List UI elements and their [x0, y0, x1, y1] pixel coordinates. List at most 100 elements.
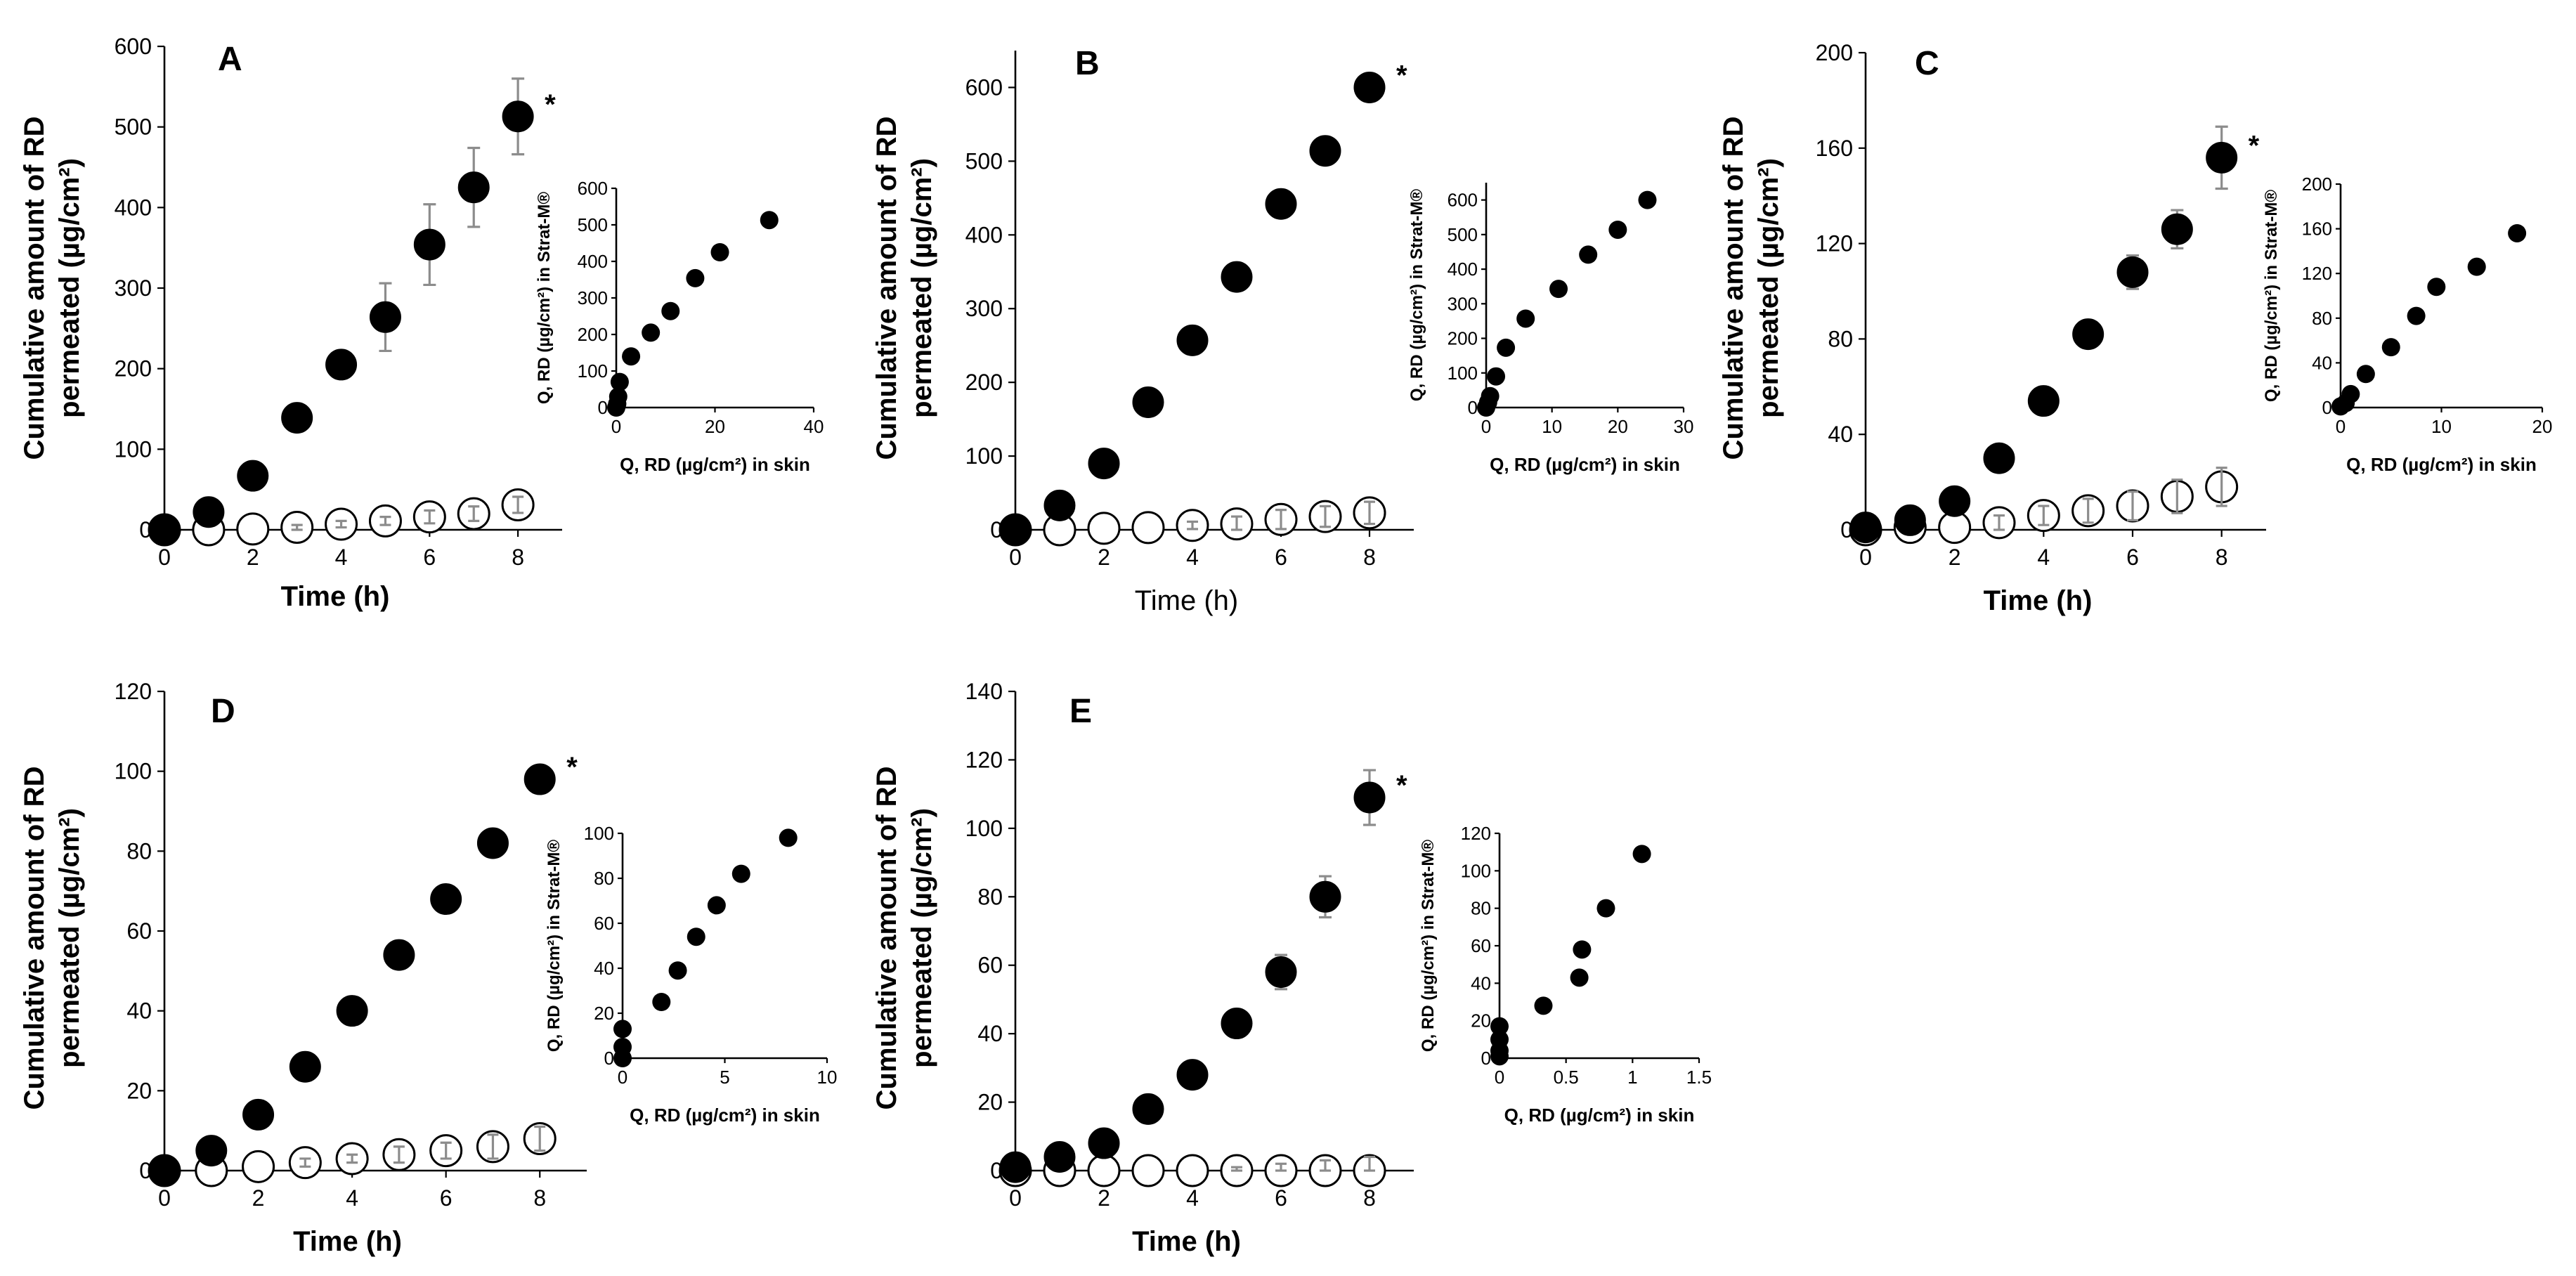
y-axis-title-line2: permeated (µg/cm²)	[906, 808, 937, 1068]
data-point-filled	[242, 1098, 275, 1131]
x-tick-label: 6	[423, 545, 436, 570]
inset-x-tick-label: 40	[804, 416, 824, 437]
inset-x-axis-title: Q, RD (µg/cm²) in skin	[2346, 454, 2537, 475]
inset-data-point	[1497, 338, 1516, 357]
y-tick-label: 400	[115, 195, 152, 220]
y-axis-title-line1: Cumulative amount of RD	[871, 767, 902, 1110]
significance-marker: *	[2249, 130, 2260, 161]
y-tick-label: 200	[965, 370, 1003, 395]
x-tick-label: 0	[1859, 545, 1872, 570]
x-tick-label: 2	[1098, 545, 1110, 570]
data-point-filled	[1353, 71, 1386, 103]
inset-data-point	[1487, 367, 1506, 386]
y-tick-label: 40	[126, 998, 152, 1024]
data-point-filled	[2027, 385, 2060, 417]
inset-x-tick-label: 20	[1608, 416, 1628, 437]
y-tick-label: 200	[115, 356, 152, 382]
inset-y-tick-label: 60	[594, 913, 614, 934]
inset-data-point	[1490, 1030, 1509, 1049]
x-tick-label: 8	[1363, 1185, 1376, 1211]
inset-y-tick-label: 60	[1471, 935, 1491, 956]
data-point-filled	[281, 402, 313, 434]
data-point-filled	[1043, 489, 1076, 521]
data-point-filled	[457, 171, 490, 204]
x-tick-label: 0	[1009, 1185, 1022, 1211]
data-point-filled	[1309, 135, 1341, 167]
data-point-filled	[383, 939, 415, 971]
data-point-filled	[1176, 1059, 1209, 1091]
data-point-filled	[1894, 504, 1926, 536]
inset-x-tick-label: 30	[1674, 416, 1694, 437]
data-point-open	[1087, 1154, 1121, 1187]
significance-marker: *	[545, 89, 556, 120]
inset-chart: 0 40 80 120 160 200 0 10 20 Q, RD (µg/cm²) in ski…	[2262, 174, 2552, 475]
x-tick-label: 6	[1275, 1185, 1287, 1211]
y-tick-label: 0	[1840, 517, 1853, 542]
inset-data-point	[687, 927, 705, 946]
data-point-filled	[413, 228, 445, 261]
inset-x-tick-label: 1	[1627, 1067, 1637, 1088]
x-tick-label: 2	[1949, 545, 1961, 570]
x-tick-label: 6	[1275, 545, 1287, 570]
x-tick-label: 0	[158, 1185, 171, 1211]
inset-data-point	[710, 243, 729, 261]
inset-x-tick-label: 0	[1481, 416, 1491, 437]
x-tick-label: 4	[346, 1185, 358, 1211]
inset-data-point	[613, 1038, 632, 1056]
inset-data-point	[661, 301, 680, 320]
y-axis-title-line1: Cumulative amount of RD	[19, 767, 50, 1110]
inset-y-tick-label: 0	[604, 1048, 614, 1069]
x-tick-label: 6	[2126, 545, 2139, 570]
inset-y-axis-title: Q, RD (µg/cm²) in Strat-M®	[1407, 189, 1426, 401]
y-axis-title-line2: permeated (µg/cm²)	[54, 158, 85, 418]
y-axis-title-line2: permeated (µg/cm²)	[54, 808, 85, 1068]
inset-data-point	[1638, 190, 1657, 209]
inset-chart: 0 20 40 60 80 100 0 5 10 Q, RD (µg/cm²) in skin Q,…	[545, 823, 837, 1126]
inset-chart: 0 100 200 300 400 500 600 0 10 20 30 Q, RD (µg/cm²)…	[1407, 183, 1693, 475]
inset-y-tick-label: 500	[578, 214, 608, 235]
inset-x-axis-title: Q, RD (µg/cm²) in skin	[1490, 454, 1680, 475]
y-axis-title-line1: Cumulative amount of RD	[19, 117, 50, 460]
inset-y-tick-label: 80	[2312, 308, 2332, 329]
inset-y-tick-label: 40	[1471, 972, 1491, 994]
x-tick-label: 4	[1186, 1185, 1199, 1211]
inset-y-tick-label: 40	[2312, 352, 2332, 373]
y-axis-title: Cumulative amount of RD permeated (µg/cm²…	[19, 767, 85, 1110]
data-point-filled	[1849, 512, 1882, 544]
y-tick-label: 80	[1828, 326, 1853, 351]
data-point-filled	[369, 301, 401, 333]
x-axis-title: Time (h)	[1132, 1226, 1241, 1257]
inset-y-tick-label: 500	[1448, 224, 1478, 245]
inset-data-point	[668, 961, 687, 980]
data-point-filled	[1983, 442, 2015, 474]
panel-label: A	[218, 41, 242, 78]
inset-y-tick-label: 0	[1481, 1048, 1491, 1069]
inset-y-tick-label: 400	[578, 251, 608, 272]
inset-data-point	[2341, 384, 2360, 403]
inset-x-tick-label: 5	[720, 1067, 729, 1088]
inset-chart: 0 20 40 60 80 100 120 0 0.5 1 1.5 Q, RD (µg/cm²) in…	[1419, 823, 1712, 1126]
inset-y-tick-label: 120	[2302, 263, 2332, 284]
data-point-filled	[1939, 485, 1971, 517]
inset-data-point	[2508, 223, 2527, 242]
inset-x-tick-label: 0	[1495, 1067, 1504, 1088]
inset-y-axis-title: Q, RD (µg/cm²) in Strat-M®	[535, 192, 554, 404]
data-point-filled	[237, 460, 269, 492]
y-tick-label: 20	[977, 1090, 1003, 1115]
panel-label: B	[1075, 45, 1100, 82]
data-point-filled	[1221, 261, 1253, 293]
data-point-filled	[1353, 781, 1386, 814]
inset-x-axis-title: Q, RD (µg/cm²) in skin	[1504, 1105, 1695, 1126]
panel-label: C	[1915, 45, 1939, 82]
data-point-filled	[1265, 188, 1297, 220]
data-point-filled	[1043, 1141, 1076, 1173]
inset-y-tick-label: 100	[584, 823, 614, 844]
inset-data-point	[609, 387, 627, 406]
inset-x-axis-title: Q, RD (µg/cm²) in skin	[620, 454, 810, 475]
inset-x-tick-label: 10	[817, 1067, 838, 1088]
inset-data-point	[1632, 845, 1651, 864]
inset-y-axis-title: Q, RD (µg/cm²) in Strat-M®	[1419, 840, 1438, 1052]
inset-data-point	[1516, 309, 1535, 328]
